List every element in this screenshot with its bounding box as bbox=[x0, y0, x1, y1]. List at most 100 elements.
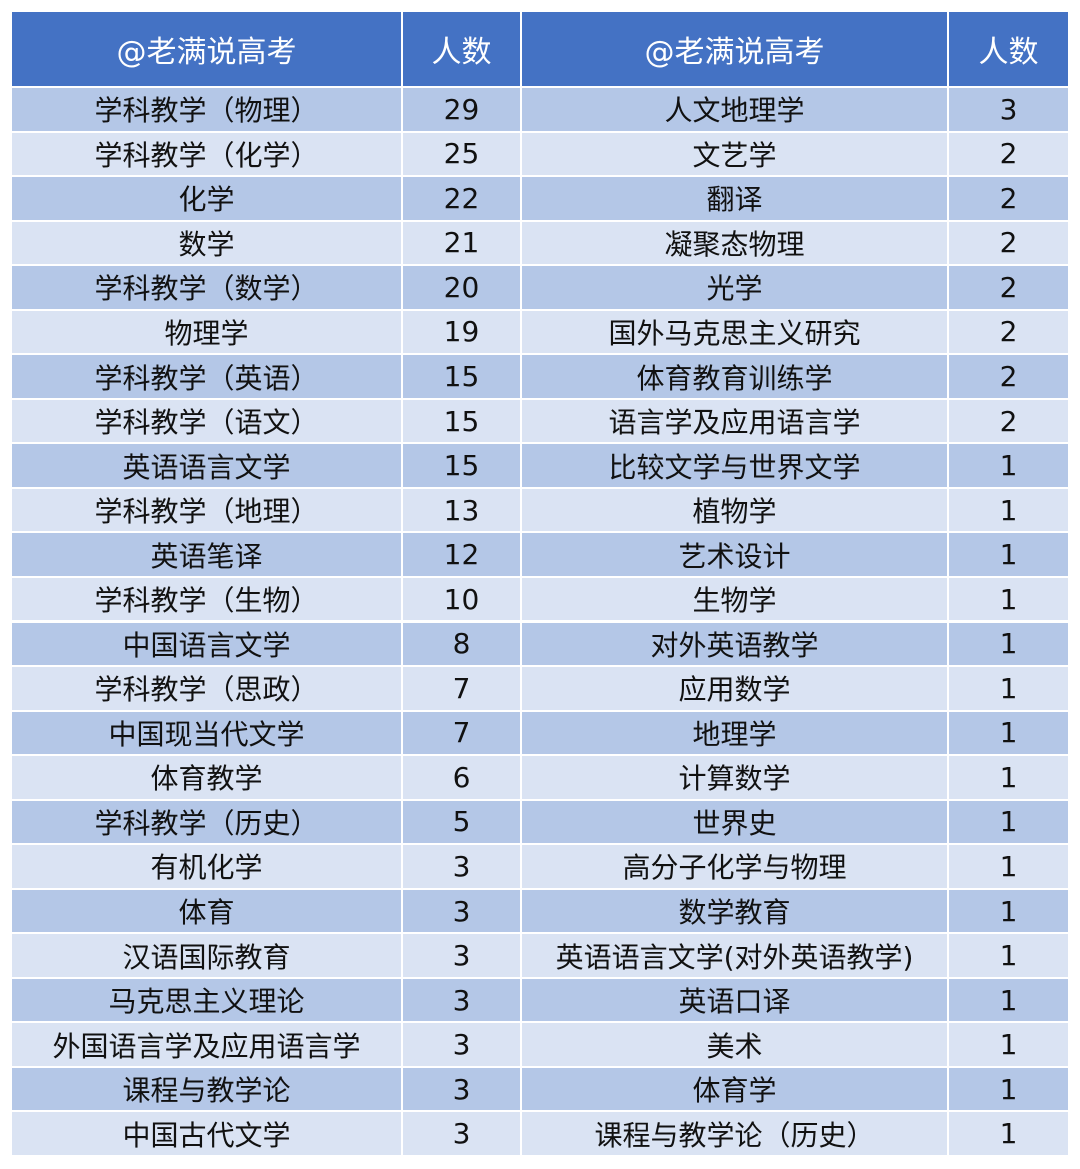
count-cell: 1 bbox=[949, 889, 1068, 933]
count-cell: 10 bbox=[403, 577, 520, 621]
count-cell: 19 bbox=[403, 310, 520, 354]
count-cell: 2 bbox=[949, 355, 1068, 398]
major-cell: 文艺学 bbox=[522, 132, 947, 176]
count-cell: 2 bbox=[949, 177, 1068, 220]
count-cell: 2 bbox=[949, 266, 1068, 309]
major-cell: 世界史 bbox=[522, 800, 947, 844]
count-cell: 1 bbox=[949, 845, 1068, 888]
count-cell: 3 bbox=[949, 88, 1068, 131]
major-cell: 英语笔译 bbox=[12, 533, 401, 576]
major-cell: 应用数学 bbox=[522, 667, 947, 710]
major-cell: 学科教学（历史） bbox=[12, 800, 401, 844]
count-cell: 3 bbox=[403, 845, 520, 888]
major-cell: 英语语言文学(对外英语教学) bbox=[522, 934, 947, 977]
major-cell: 体育学 bbox=[522, 1067, 947, 1111]
major-cell: 比较文学与世界文学 bbox=[522, 444, 947, 487]
count-cell: 3 bbox=[403, 934, 520, 977]
major-cell: 课程与教学论（历史） bbox=[522, 1112, 947, 1155]
major-cell: 光学 bbox=[522, 266, 947, 309]
major-cell: 植物学 bbox=[522, 488, 947, 532]
header-cell: @老满说高考 bbox=[522, 12, 947, 86]
count-cell: 12 bbox=[403, 533, 520, 576]
major-cell: 英语语言文学 bbox=[12, 444, 401, 487]
count-cell: 15 bbox=[403, 399, 520, 443]
major-cell: 凝聚态物理 bbox=[522, 221, 947, 265]
count-cell: 1 bbox=[949, 577, 1068, 621]
count-cell: 8 bbox=[403, 622, 520, 666]
major-cell: 数学教育 bbox=[522, 889, 947, 933]
count-cell: 1 bbox=[949, 1067, 1068, 1111]
major-cell: 翻译 bbox=[522, 177, 947, 220]
major-cell: 数学 bbox=[12, 221, 401, 265]
major-cell: 学科教学（生物） bbox=[12, 577, 401, 621]
major-cell: 学科教学（地理） bbox=[12, 488, 401, 532]
major-cell: 国外马克思主义研究 bbox=[522, 310, 947, 354]
major-cell: 有机化学 bbox=[12, 845, 401, 888]
major-cell: 地理学 bbox=[522, 711, 947, 755]
count-cell: 1 bbox=[949, 667, 1068, 710]
count-cell: 1 bbox=[949, 533, 1068, 576]
major-cell: 化学 bbox=[12, 177, 401, 220]
header-cell: @老满说高考 bbox=[12, 12, 401, 86]
major-cell: 学科教学（物理） bbox=[12, 88, 401, 131]
major-cell: 高分子化学与物理 bbox=[522, 845, 947, 888]
major-cell: 人文地理学 bbox=[522, 88, 947, 131]
count-cell: 1 bbox=[949, 800, 1068, 844]
major-cell: 计算数学 bbox=[522, 756, 947, 799]
count-cell: 22 bbox=[403, 177, 520, 220]
major-cell: 外国语言学及应用语言学 bbox=[12, 1023, 401, 1066]
major-cell: 马克思主义理论 bbox=[12, 978, 401, 1022]
major-cell: 语言学及应用语言学 bbox=[522, 399, 947, 443]
major-cell: 学科教学（语文） bbox=[12, 399, 401, 443]
major-cell: 学科教学（英语） bbox=[12, 355, 401, 398]
count-cell: 3 bbox=[403, 1112, 520, 1155]
major-cell: 体育教育训练学 bbox=[522, 355, 947, 398]
major-cell: 课程与教学论 bbox=[12, 1067, 401, 1111]
count-cell: 2 bbox=[949, 310, 1068, 354]
count-cell: 2 bbox=[949, 399, 1068, 443]
major-cell: 艺术设计 bbox=[522, 533, 947, 576]
count-cell: 6 bbox=[403, 756, 520, 799]
count-cell: 15 bbox=[403, 444, 520, 487]
major-cell: 中国语言文学 bbox=[12, 622, 401, 666]
major-cell: 对外英语教学 bbox=[522, 622, 947, 666]
count-cell: 7 bbox=[403, 711, 520, 755]
major-cell: 中国现当代文学 bbox=[12, 711, 401, 755]
count-cell: 1 bbox=[949, 622, 1068, 666]
major-cell: 汉语国际教育 bbox=[12, 934, 401, 977]
count-cell: 2 bbox=[949, 221, 1068, 265]
count-cell: 25 bbox=[403, 132, 520, 176]
major-cell: 生物学 bbox=[522, 577, 947, 621]
count-cell: 1 bbox=[949, 1023, 1068, 1066]
header-cell: 人数 bbox=[949, 12, 1068, 86]
count-cell: 2 bbox=[949, 132, 1068, 176]
count-cell: 5 bbox=[403, 800, 520, 844]
count-cell: 1 bbox=[949, 978, 1068, 1022]
major-cell: 学科教学（化学） bbox=[12, 132, 401, 176]
major-cell: 美术 bbox=[522, 1023, 947, 1066]
major-cell: 中国古代文学 bbox=[12, 1112, 401, 1155]
count-cell: 21 bbox=[403, 221, 520, 265]
count-cell: 1 bbox=[949, 756, 1068, 799]
count-cell: 3 bbox=[403, 978, 520, 1022]
count-cell: 3 bbox=[403, 1067, 520, 1111]
count-cell: 1 bbox=[949, 444, 1068, 487]
major-cell: 学科教学（思政） bbox=[12, 667, 401, 710]
count-cell: 3 bbox=[403, 1023, 520, 1066]
count-cell: 3 bbox=[403, 889, 520, 933]
header-cell: 人数 bbox=[403, 12, 520, 86]
count-cell: 29 bbox=[403, 88, 520, 131]
major-cell: 体育教学 bbox=[12, 756, 401, 799]
count-cell: 15 bbox=[403, 355, 520, 398]
count-cell: 13 bbox=[403, 488, 520, 532]
count-cell: 1 bbox=[949, 711, 1068, 755]
count-cell: 1 bbox=[949, 934, 1068, 977]
major-cell: 体育 bbox=[12, 889, 401, 933]
count-cell: 1 bbox=[949, 1112, 1068, 1155]
count-cell: 20 bbox=[403, 266, 520, 309]
major-cell: 学科教学（数学） bbox=[12, 266, 401, 309]
count-cell: 1 bbox=[949, 488, 1068, 532]
count-cell: 7 bbox=[403, 667, 520, 710]
major-cell: 物理学 bbox=[12, 310, 401, 354]
